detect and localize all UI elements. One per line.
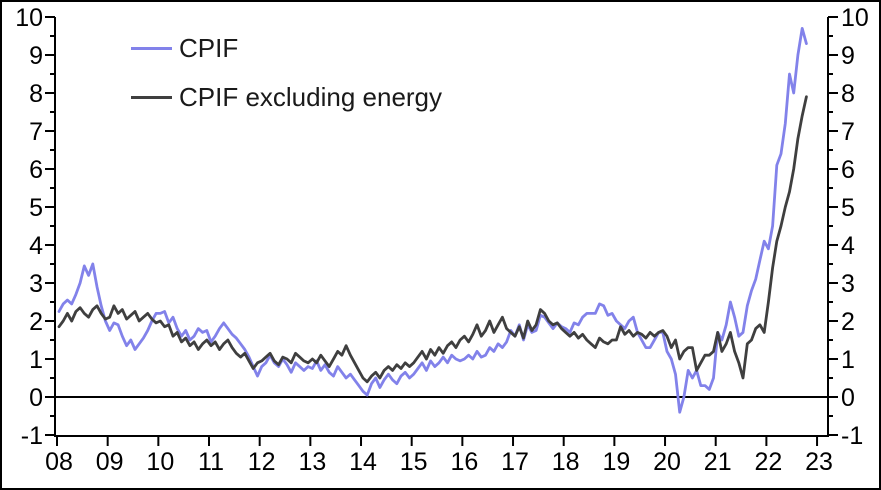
legend-item-cpif-excluding-energy: CPIF excluding energy xyxy=(131,82,442,112)
chart-legend: CPIF CPIF excluding energy xyxy=(131,33,442,112)
y-tick-label-left: 5 xyxy=(29,194,43,222)
y-tick-label-left: 0 xyxy=(29,384,43,412)
x-tick-label: 08 xyxy=(45,448,73,476)
y-tick-label-right: 4 xyxy=(841,232,855,260)
y-tick-label-right: 10 xyxy=(841,4,869,32)
y-tick-label-right: 7 xyxy=(841,118,855,146)
y-tick-label-right: 5 xyxy=(841,194,855,222)
legend-label-cpif-excluding-energy: CPIF excluding energy xyxy=(179,81,443,112)
cpif-line xyxy=(57,26,808,414)
y-tick-label-right: 3 xyxy=(841,270,855,298)
legend-item-cpif: CPIF xyxy=(131,33,442,63)
y-tick-label-left: 10 xyxy=(15,4,43,32)
legend-label-cpif: CPIF xyxy=(179,32,239,63)
y-tick-label-left: 3 xyxy=(29,270,43,298)
y-tick-label-left: 2 xyxy=(29,308,43,336)
y-tick-label-right: 9 xyxy=(841,42,855,70)
x-tick-label: 19 xyxy=(602,448,630,476)
x-tick-label: 18 xyxy=(552,448,580,476)
x-tick-label: 15 xyxy=(400,448,428,476)
x-tick-label: 23 xyxy=(805,448,833,476)
x-tick-label: 22 xyxy=(754,448,782,476)
x-tick-label: 10 xyxy=(146,448,174,476)
x-tick-label: 16 xyxy=(450,448,478,476)
y-tick-label-right: 0 xyxy=(841,384,855,412)
x-tick-label: 14 xyxy=(349,448,377,476)
x-tick-label: 17 xyxy=(501,448,529,476)
y-tick-label-left: 9 xyxy=(29,42,43,70)
x-tick-label: 21 xyxy=(704,448,732,476)
y-tick-label-left: -1 xyxy=(21,422,43,450)
y-tick-label-right: 6 xyxy=(841,156,855,184)
x-tick-label: 11 xyxy=(198,448,224,476)
cpif-excluding-energy-line-swatch xyxy=(131,95,172,99)
y-tick-label-right: 2 xyxy=(841,308,855,336)
y-tick-label-left: 7 xyxy=(29,118,43,146)
y-tick-label-right: 8 xyxy=(841,80,855,108)
y-tick-label-right: 1 xyxy=(841,346,855,374)
y-tick-label-left: 4 xyxy=(29,232,43,260)
y-tick-label-left: 6 xyxy=(29,156,43,184)
y-tick-label-left: 1 xyxy=(29,346,43,374)
y-tick-label-left: 8 xyxy=(29,80,43,108)
y-tick-label-right: -1 xyxy=(841,422,863,450)
x-tick-label: 20 xyxy=(653,448,681,476)
x-tick-label: 09 xyxy=(96,448,124,476)
x-tick-label: 13 xyxy=(298,448,326,476)
cpif-excluding-energy-line xyxy=(57,95,808,384)
cpif-line-swatch xyxy=(131,46,172,50)
x-tick-label: 12 xyxy=(248,448,276,476)
